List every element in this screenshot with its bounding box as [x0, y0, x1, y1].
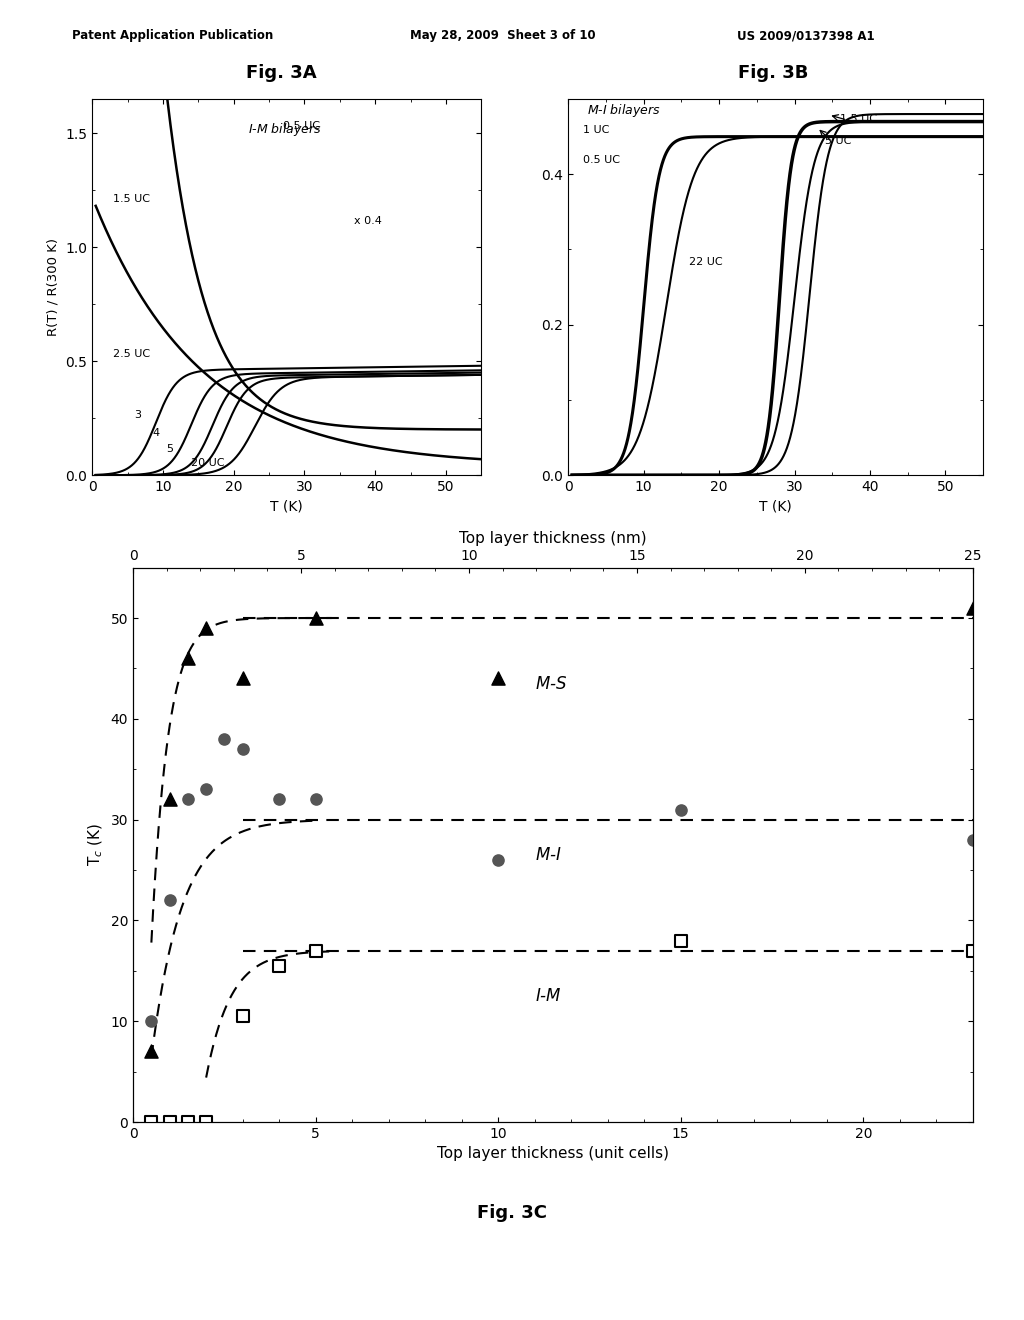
Point — [162, 789, 178, 810]
Text: 1.5 UC: 1.5 UC — [840, 114, 877, 124]
Point — [198, 618, 214, 639]
Text: x 0.4: x 0.4 — [354, 216, 382, 227]
Point — [965, 598, 981, 619]
Text: $I$-$M$: $I$-$M$ — [535, 987, 561, 1005]
Point — [143, 1041, 160, 1063]
Point — [198, 1111, 214, 1133]
Text: 1 UC: 1 UC — [584, 125, 609, 135]
Text: 0.5 UC: 0.5 UC — [584, 154, 621, 165]
Point — [307, 940, 324, 961]
Point — [965, 940, 981, 961]
Point — [271, 789, 288, 810]
Point — [965, 829, 981, 850]
Text: 20 UC: 20 UC — [191, 458, 224, 469]
Point — [179, 1111, 196, 1133]
Text: $I$-$M$ bilayers: $I$-$M$ bilayers — [248, 121, 322, 139]
Y-axis label: T$_c$ (K): T$_c$ (K) — [87, 824, 105, 866]
Text: Fig. 3B: Fig. 3B — [738, 63, 808, 82]
Point — [673, 931, 689, 952]
Text: Fig. 3C: Fig. 3C — [477, 1204, 547, 1222]
Text: $M$-$S$: $M$-$S$ — [535, 675, 567, 693]
Point — [179, 648, 196, 669]
Text: US 2009/0137398 A1: US 2009/0137398 A1 — [737, 29, 874, 42]
X-axis label: T (K): T (K) — [760, 499, 792, 513]
Point — [673, 799, 689, 820]
Text: 5: 5 — [167, 445, 173, 454]
Point — [179, 789, 196, 810]
Point — [198, 779, 214, 800]
Point — [307, 789, 324, 810]
Text: 3: 3 — [134, 411, 141, 420]
Text: 5 UC: 5 UC — [824, 136, 851, 147]
Text: 0.5 UC: 0.5 UC — [284, 120, 321, 131]
Text: 2.5 UC: 2.5 UC — [114, 348, 151, 359]
Point — [143, 1011, 160, 1032]
Point — [162, 1111, 178, 1133]
Point — [216, 729, 232, 750]
Point — [271, 956, 288, 977]
Text: 1.5 UC: 1.5 UC — [114, 194, 151, 203]
Point — [162, 890, 178, 911]
Point — [234, 1006, 251, 1027]
Point — [143, 1111, 160, 1133]
Text: May 28, 2009  Sheet 3 of 10: May 28, 2009 Sheet 3 of 10 — [410, 29, 595, 42]
Text: $M$-$I$ bilayers: $M$-$I$ bilayers — [587, 102, 662, 119]
Point — [234, 668, 251, 689]
Text: 4: 4 — [153, 429, 160, 438]
X-axis label: T (K): T (K) — [270, 499, 303, 513]
Point — [234, 738, 251, 759]
Text: Fig. 3A: Fig. 3A — [247, 63, 316, 82]
X-axis label: Top layer thickness (nm): Top layer thickness (nm) — [459, 531, 647, 546]
X-axis label: Top layer thickness (unit cells): Top layer thickness (unit cells) — [437, 1146, 669, 1162]
Text: 22 UC: 22 UC — [689, 256, 723, 267]
Point — [490, 668, 507, 689]
Text: $M$-$I$: $M$-$I$ — [535, 846, 561, 863]
Y-axis label: R(T) / R(300 K): R(T) / R(300 K) — [47, 238, 59, 337]
Point — [490, 849, 507, 870]
Point — [307, 607, 324, 628]
Text: Patent Application Publication: Patent Application Publication — [72, 29, 273, 42]
